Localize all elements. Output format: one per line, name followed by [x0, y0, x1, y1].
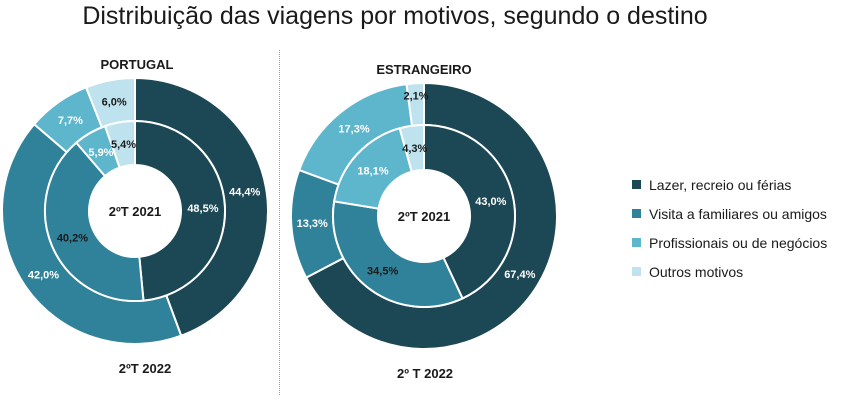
- inner-pct-label-lazer: 43,0%: [475, 196, 506, 208]
- portugal-outer-ring-label: 2ºT 2022: [118, 361, 172, 376]
- inner-pct-label-outros: 5,4%: [111, 139, 136, 151]
- legend-item-outros: Outros motivos: [632, 257, 827, 286]
- inner-pct-label-outros: 4,3%: [402, 143, 427, 155]
- outer-pct-label-visita: 13,3%: [297, 218, 328, 230]
- inner-slice-visita: [332, 200, 464, 308]
- outer-pct-label-outros: 2,1%: [403, 90, 428, 102]
- legend-item-profissionais: Profissionais ou de negócios: [632, 228, 827, 257]
- inner-pct-label-visita: 34,5%: [367, 266, 398, 278]
- legend-swatch: [632, 267, 641, 276]
- inner-slice-lazer: [134, 119, 227, 302]
- chart-title: Distribuição das viagens por motivos, se…: [82, 2, 708, 30]
- inner-pct-label-profissionais: 5,9%: [88, 147, 113, 159]
- inner-slice-outros: [103, 119, 136, 169]
- outer-pct-label-profissionais: 17,3%: [338, 124, 369, 136]
- inner-slice-lazer: [423, 123, 516, 300]
- portugal-panel-title: PORTUGAL: [100, 57, 174, 72]
- outer-pct-label-outros: 6,0%: [102, 96, 127, 108]
- legend-label: Outros motivos: [649, 263, 744, 280]
- donut-estrangeiro: 67,4% 13,3% 17,3% 2,1% 43,0% 34,5% 18,1% 4,3% 2º…: [290, 81, 558, 350]
- outer-pct-label-lazer: 44,4%: [229, 186, 260, 198]
- legend-label: Profissionais ou de negócios: [649, 234, 828, 251]
- legend-label: Visita a familiares ou amigos: [649, 205, 827, 222]
- center-label-2021: 2ºT 2021: [398, 209, 450, 224]
- legend-swatch: [632, 238, 641, 247]
- outer-pct-label-profissionais: 7,7%: [58, 115, 83, 127]
- inner-pct-label-visita: 40,2%: [57, 233, 88, 245]
- inner-pct-label-lazer: 48,5%: [187, 203, 218, 215]
- legend-item-lazer: Lazer, recreio ou férias: [632, 170, 827, 199]
- outer-pct-label-visita: 42,0%: [28, 270, 59, 282]
- panel-divider: [279, 50, 280, 395]
- inner-slice-visita: [44, 141, 145, 302]
- inner-slice-outros: [398, 123, 425, 173]
- legend-swatch: [632, 180, 641, 189]
- center-label-2021: 2ºT 2021: [109, 204, 161, 219]
- legend-item-visita: Visita a familiares ou amigos: [632, 199, 827, 228]
- donut-portugal: 44,4% 42,0% 7,7% 6,0% 48,5% 40,2% 5,9%5,4% 2ºT …: [1, 76, 269, 345]
- estrangeiro-outer-ring-label: 2º T 2022: [396, 366, 454, 381]
- legend-swatch: [632, 209, 641, 218]
- legend: Lazer, recreio ou férias Visita a famili…: [632, 170, 827, 286]
- inner-pct-label-profissionais: 18,1%: [357, 165, 388, 177]
- legend-label: Lazer, recreio ou férias: [649, 176, 792, 193]
- estrangeiro-panel-title: ESTRANGEIRO: [376, 62, 472, 77]
- outer-pct-label-lazer: 67,4%: [504, 269, 535, 281]
